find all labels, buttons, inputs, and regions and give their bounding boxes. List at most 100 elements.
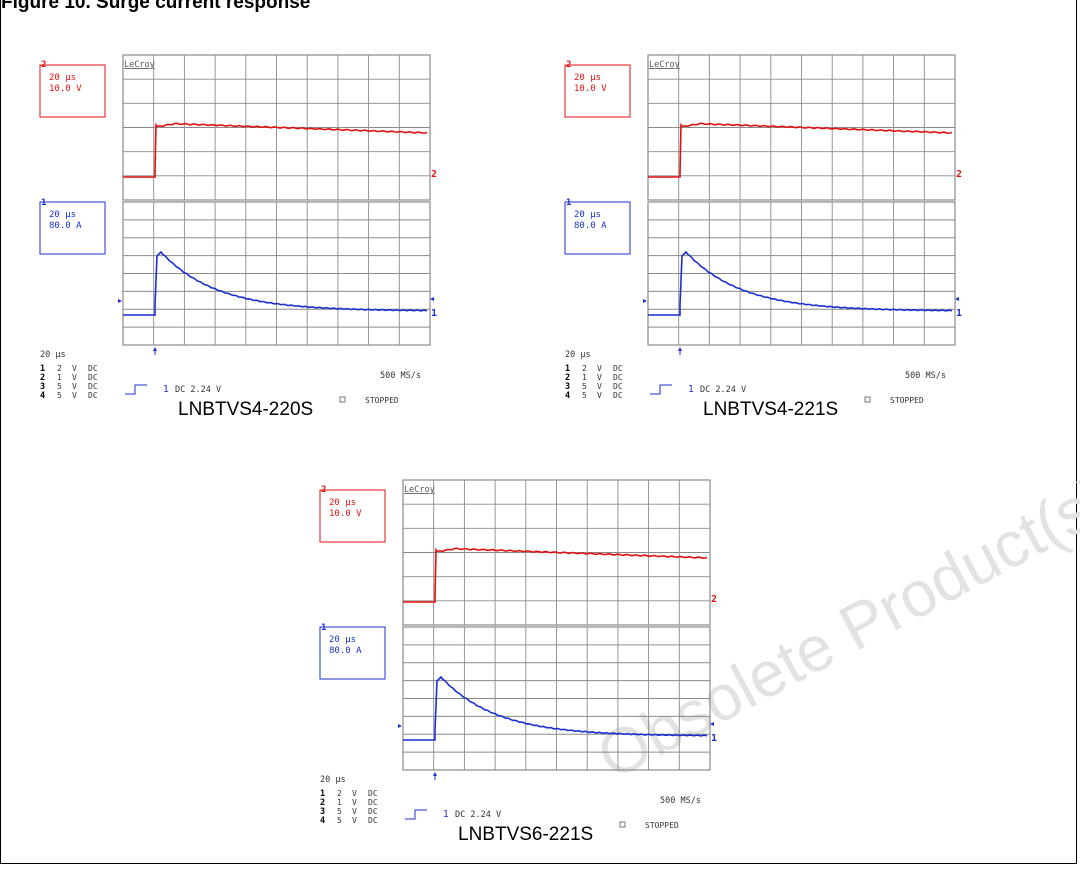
- channel-volts: 5: [57, 391, 62, 400]
- voltage-trace: [648, 122, 953, 178]
- device-name-label: LNBTVS6-221S: [458, 824, 594, 845]
- channel-volts: 2: [57, 364, 62, 373]
- channel-coupling: DC: [88, 382, 98, 391]
- current-trace: [403, 675, 708, 741]
- ch1-trace-marker: 1: [711, 733, 717, 744]
- figure-frame: Figure 10. Surge current response: [0, 0, 1077, 864]
- channel-coupling: DC: [368, 798, 378, 807]
- brand-label: LeCroy: [124, 60, 155, 70]
- current-trace: [648, 250, 953, 316]
- ch2-number: 2: [41, 60, 46, 70]
- channel-setting-row: 1 2 V DC: [565, 364, 623, 374]
- channel-coupling: DC: [613, 391, 623, 400]
- channel-unit: V: [352, 789, 357, 798]
- voltage-trace: [123, 122, 428, 178]
- channel-coupling: DC: [368, 807, 378, 816]
- channel-unit: V: [352, 798, 357, 807]
- channel-coupling: DC: [88, 391, 98, 400]
- channel-unit: V: [72, 364, 77, 373]
- channel-unit: V: [72, 391, 77, 400]
- channel-number: 4: [565, 391, 570, 401]
- timebase-label: 20 µs: [40, 350, 66, 360]
- channel-number: 1: [40, 364, 45, 374]
- ch1-time: 20 µs: [329, 635, 356, 645]
- channel-volts: 2: [582, 364, 587, 373]
- current-grid: [647, 201, 956, 346]
- ch2-scale: 10.0 V: [329, 509, 362, 519]
- level-arrow-right-icon: [430, 297, 434, 301]
- device-name-label: LNBTVS4-221S: [703, 399, 839, 420]
- level-arrow-left-icon: [643, 299, 647, 303]
- trigger-edge-icon: [125, 384, 147, 395]
- channel-number: 3: [40, 382, 45, 392]
- oscilloscope-panel-a: LeCroy 2 20 µs 10.0 V 1 20 µs 80.0 A 2 1 20 µs 1 2 V…: [35, 54, 437, 455]
- trigger-position-icon: [153, 347, 157, 351]
- channel-number: 4: [320, 816, 325, 826]
- ch1-scale: 80.0 A: [574, 221, 607, 231]
- channel-number: 2: [40, 373, 45, 383]
- ch1-info-box: [319, 626, 386, 680]
- level-arrow-left-icon: [398, 724, 402, 728]
- ch1-info-box: [564, 201, 631, 255]
- ch2-info-box: [564, 64, 631, 118]
- ch1-info-box: [39, 201, 106, 255]
- ch2-trace-marker: 2: [956, 169, 962, 180]
- ch2-scale: 10.0 V: [49, 84, 82, 94]
- current-grid: [122, 201, 431, 346]
- oscilloscope-panel-c: LeCroy 2 20 µs 10.0 V 1 20 µs 80.0 A 2 1 20 µs 1 2 V…: [315, 479, 717, 880]
- trigger-edge-icon: [405, 809, 427, 820]
- trigger-position-icon: [678, 347, 682, 351]
- current-trace: [123, 250, 428, 316]
- ch1-number: 1: [566, 198, 571, 208]
- channel-setting-row: 3 5 V DC: [565, 382, 623, 392]
- channel-unit: V: [597, 382, 602, 391]
- ch2-info-box: [39, 64, 106, 118]
- channel-volts: 5: [582, 382, 587, 391]
- status-label: STOPPED: [890, 396, 924, 405]
- brand-label: LeCroy: [404, 485, 435, 495]
- ch1-time: 20 µs: [574, 210, 601, 220]
- trigger-info: DC 2.24 V: [455, 810, 501, 820]
- sample-rate: 500 MS/s: [380, 371, 421, 381]
- channel-unit: V: [352, 816, 357, 825]
- ch1-trace-marker: 1: [431, 308, 437, 319]
- status-label: STOPPED: [365, 396, 399, 405]
- channel-volts: 5: [582, 391, 587, 400]
- channel-coupling: DC: [368, 789, 378, 798]
- ch1-trace-marker: 1: [956, 308, 962, 319]
- channel-setting-row: 2 1 V DC: [40, 373, 98, 383]
- channel-setting-row: 1 2 V DC: [320, 789, 378, 799]
- current-grid: [402, 626, 711, 771]
- level-arrow-left-icon: [118, 299, 122, 303]
- brand-label: LeCroy: [649, 60, 680, 70]
- channel-volts: 1: [337, 798, 342, 807]
- ch2-trace-marker: 2: [431, 169, 437, 180]
- channel-setting-row: 2 1 V DC: [320, 798, 378, 808]
- channel-volts: 5: [337, 807, 342, 816]
- channel-volts: 5: [337, 816, 342, 825]
- ch1-number: 1: [41, 198, 46, 208]
- voltage-trace: [403, 547, 708, 603]
- ch1-scale: 80.0 A: [49, 221, 82, 231]
- status-checkbox-icon: [864, 396, 871, 403]
- figure-caption: Figure 10. Surge current response: [1, 0, 311, 13]
- status-checkbox-icon: [339, 396, 346, 403]
- channel-unit: V: [597, 373, 602, 382]
- channel-unit: V: [597, 364, 602, 373]
- voltage-grid: [402, 479, 711, 626]
- trigger-channel: 1: [688, 384, 694, 395]
- channel-coupling: DC: [613, 382, 623, 391]
- channel-setting-row: 3 5 V DC: [40, 382, 98, 392]
- channel-volts: 5: [57, 382, 62, 391]
- ch2-number: 2: [566, 60, 571, 70]
- channel-coupling: DC: [613, 364, 623, 373]
- ch1-number: 1: [321, 623, 326, 633]
- channel-number: 3: [320, 807, 325, 817]
- voltage-grid: [122, 54, 431, 201]
- trigger-channel: 1: [163, 384, 169, 395]
- channel-setting-row: 4 5 V DC: [40, 391, 98, 401]
- channel-coupling: DC: [368, 816, 378, 825]
